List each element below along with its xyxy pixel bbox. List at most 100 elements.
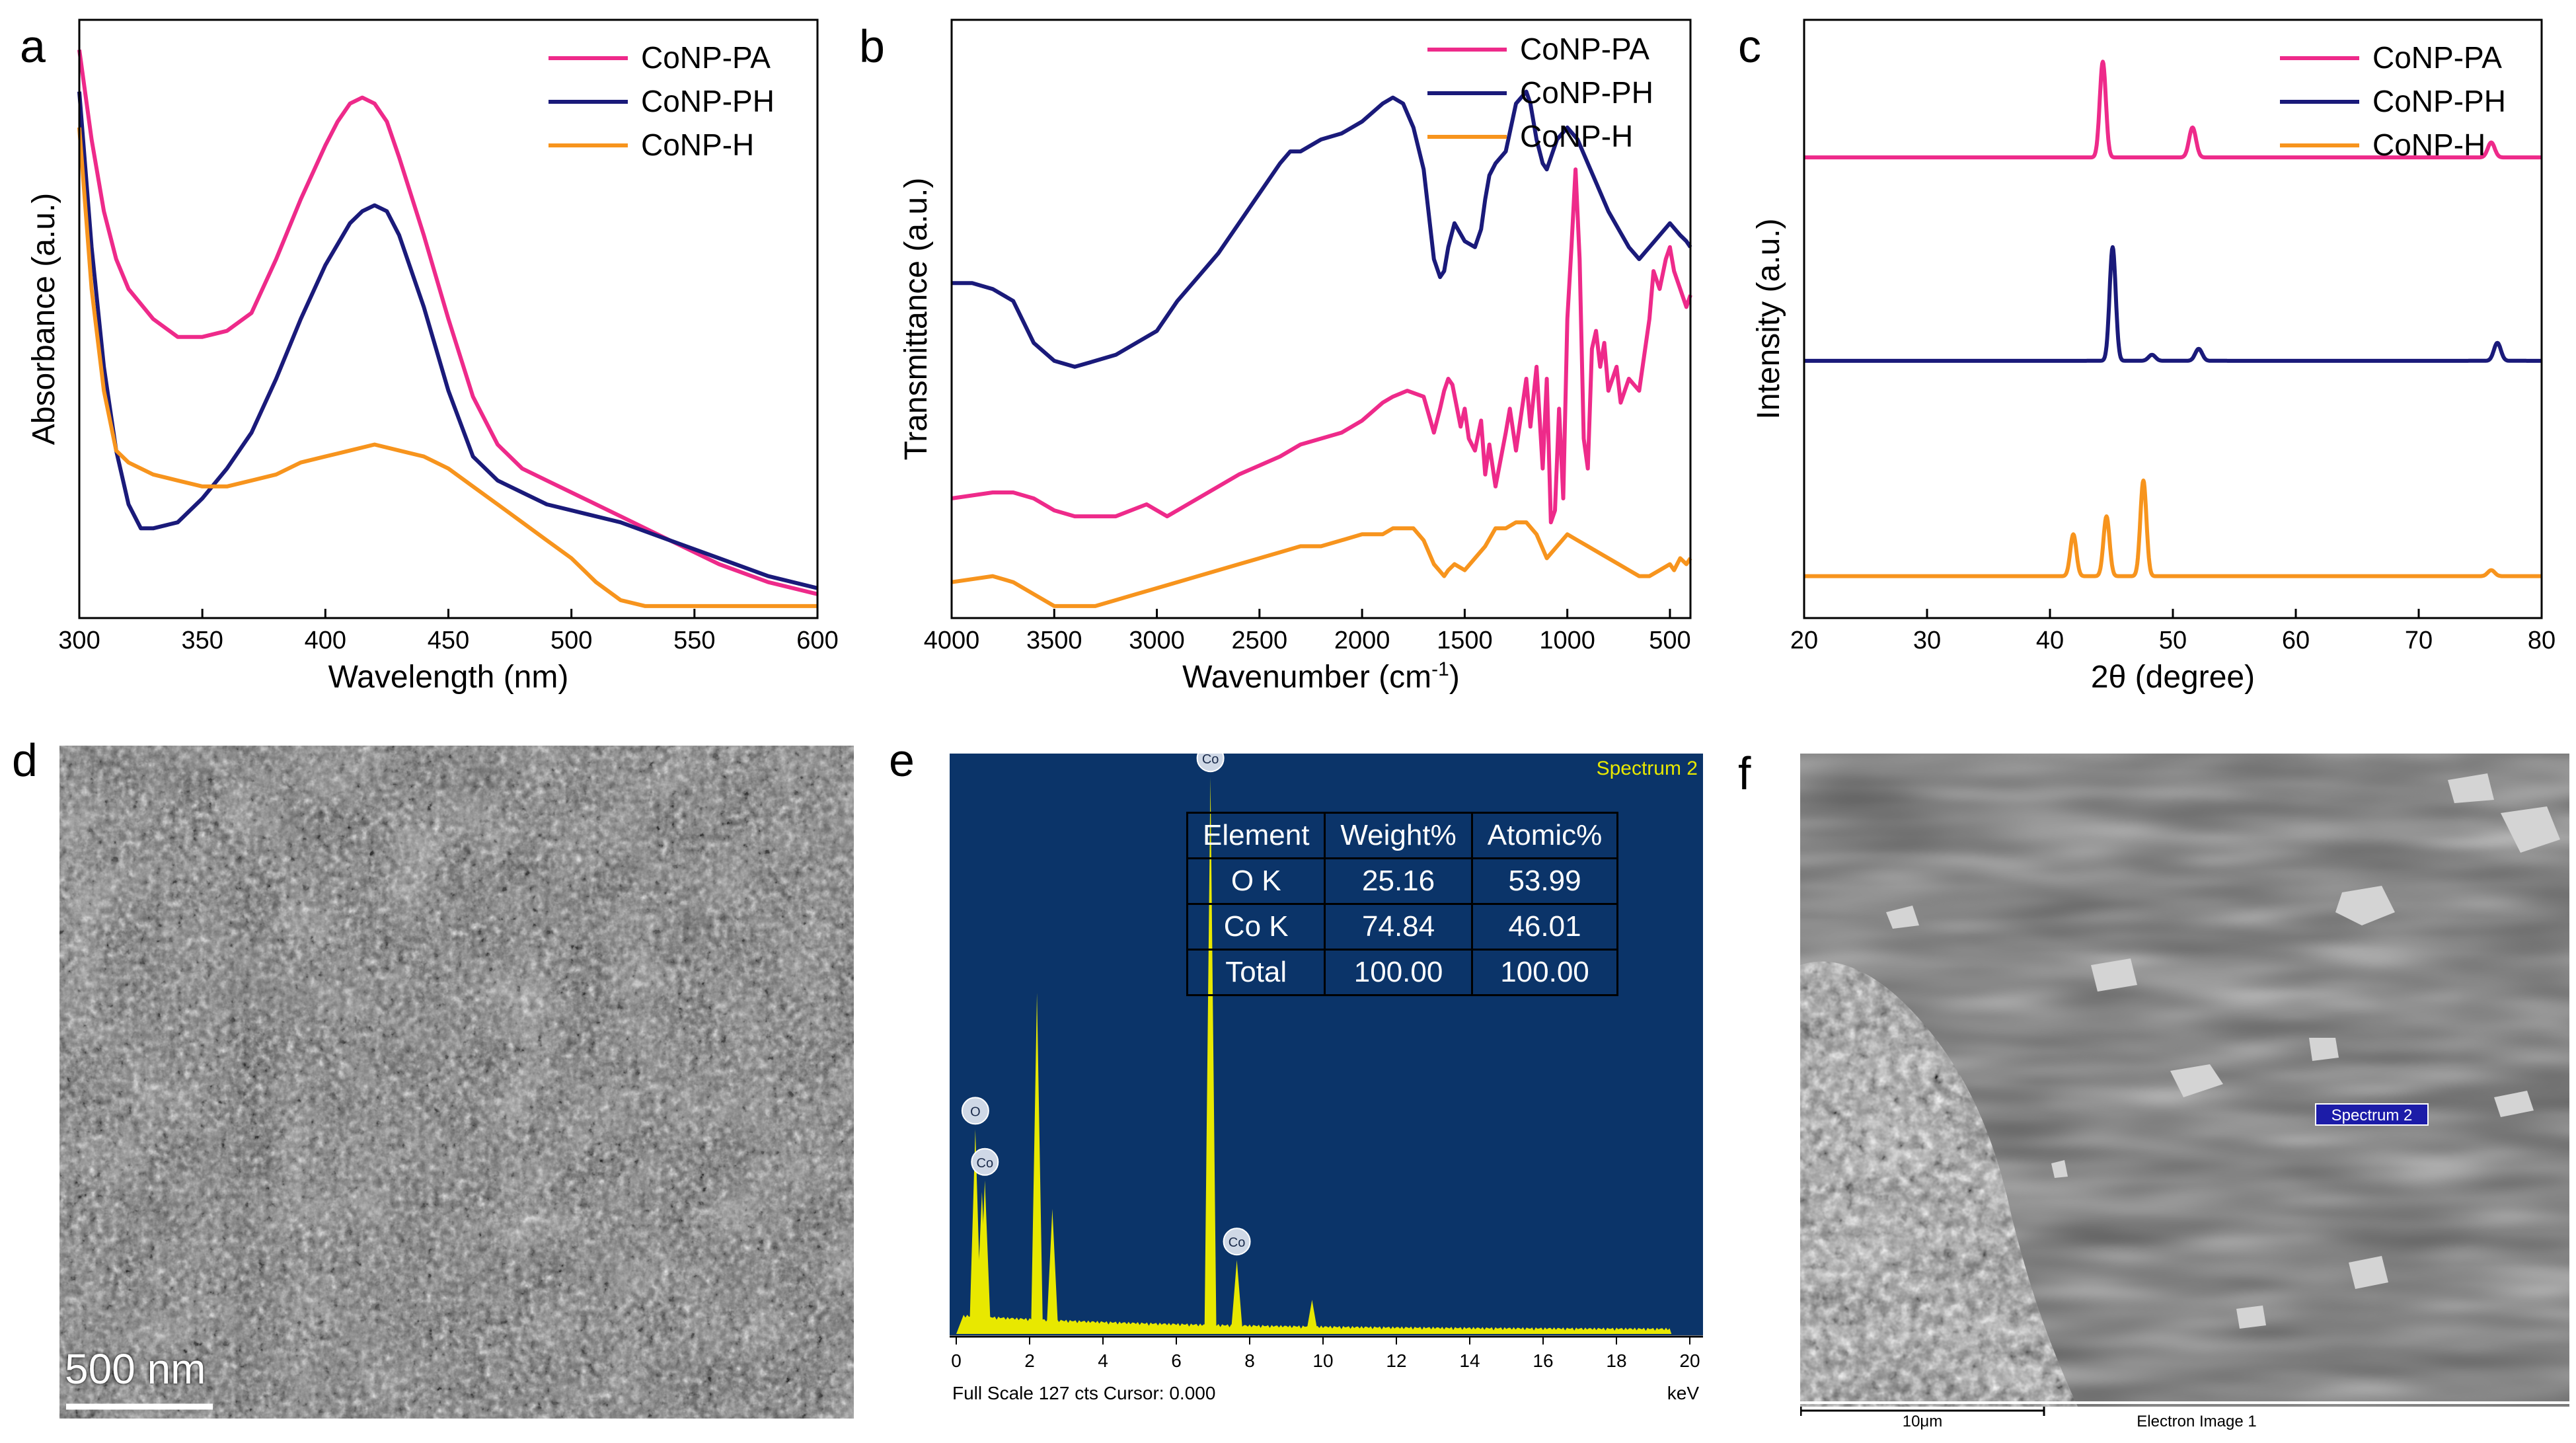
eds-x-tick-label: 20: [1679, 1350, 1700, 1371]
series-line-conp-pa: [951, 167, 1692, 525]
x-tick-label: 40: [2036, 627, 2064, 654]
x-axis-label-text: Wavenumber (cm: [1182, 660, 1431, 695]
x-tick-label: 3000: [1129, 627, 1185, 654]
y-axis-label: Transmittance (a.u.): [899, 178, 934, 461]
eds-table-cell: 100.00: [1324, 949, 1473, 996]
eds-peak: [1031, 993, 1043, 1334]
x-tick-label: 4000: [924, 627, 980, 654]
x-tick-label: 500: [1649, 627, 1690, 654]
series-line-conp-pa: [1802, 59, 2544, 160]
eds-x-axis: 0 2 4 6 8 10 12 14 16 18 20: [950, 1335, 1703, 1371]
eds-x-tick-label: 18: [1606, 1350, 1626, 1371]
series-line-conp-ph: [952, 89, 1692, 369]
eds-background-fill: [956, 1315, 1672, 1334]
x-tick-label: 2500: [1232, 627, 1288, 654]
eds-peak: [1204, 777, 1217, 1334]
eds-composition-table: Element Weight% Atomic% O K 25.16 53.99 …: [1186, 812, 1619, 996]
eds-spectrum-chart: O Co Co Co: [956, 744, 1672, 1334]
x-tick-label: 3500: [1026, 627, 1082, 654]
spectrum-marker-label: Spectrum 2: [2331, 1107, 2413, 1124]
x-tick-label: 30: [1913, 627, 1941, 654]
series-line-conp-h: [1802, 478, 2544, 578]
series-line-conp-h: [77, 127, 817, 608]
x-axis-label-text: 2θ (degree): [2091, 660, 2255, 695]
x-tick-label: 300: [58, 627, 100, 654]
x-tick-label: 50: [2159, 627, 2187, 654]
plot-frame: [950, 19, 1692, 619]
eds-peak-marker: [961, 1097, 989, 1125]
eds-x-tick-label: 8: [1244, 1350, 1255, 1371]
legend-label: CoNP-H: [1520, 119, 1633, 153]
panel-letter-d: d: [12, 734, 38, 786]
legend-label: CoNP-PH: [641, 84, 775, 118]
eds-table-cell: 74.84: [1324, 903, 1473, 951]
eds-x-tick-label: 4: [1098, 1350, 1108, 1371]
eds-x-tick-label: 10: [1312, 1350, 1333, 1371]
series-line-conp-ph: [77, 91, 818, 590]
eds-table-cell: O K: [1186, 857, 1326, 905]
series-line-conp-pa: [77, 49, 818, 596]
x-tick-label: 500: [550, 627, 592, 654]
xrd-intensity-chart: 20 30 40 50 60 70 80 2θ (degree) Intensity (a.u.…: [1751, 19, 2556, 695]
scale-bar-label-d: 500 nm: [65, 1345, 206, 1393]
ftir-transmittance-chart: 4000 3500 3000 2500 2000 1500 1000 500 Wavenumbe…: [899, 19, 1692, 695]
panel-letter-f: f: [1738, 748, 1751, 799]
legend-label: CoNP-PA: [641, 40, 771, 75]
sem-f-caption: Electron Image 1: [2137, 1413, 2256, 1430]
eds-peak-label: Co: [977, 1156, 994, 1171]
eds-table-header: Atomic%: [1470, 812, 1619, 859]
legend-label: CoNP-H: [2372, 128, 2485, 162]
x-tick-label: 350: [181, 627, 223, 654]
eds-table-cell: 53.99: [1470, 857, 1619, 905]
x-tick-label: 600: [796, 627, 838, 654]
eds-x-tick-label: 14: [1459, 1350, 1480, 1371]
x-tick-label: 80: [2528, 627, 2556, 654]
eds-table-header: Element: [1186, 812, 1326, 859]
eds-peak-label: Co: [1202, 754, 1219, 767]
eds-table-row: Co K 74.84 46.01: [1186, 903, 1619, 951]
legend-label: CoNP-PH: [2372, 84, 2506, 118]
panel-letter-b: b: [859, 20, 885, 72]
eds-x-tick-label: 2: [1024, 1350, 1035, 1371]
x-tick-label: 60: [2282, 627, 2310, 654]
sem-image-f: Spectrum 2: [1800, 754, 2569, 1407]
eds-footer: Full Scale 127 cts Cursor: 0.000: [952, 1383, 1216, 1403]
eds-peak: [1306, 1300, 1318, 1334]
legend-label: CoNP-H: [641, 128, 754, 162]
eds-x-tick-label: 16: [1533, 1350, 1553, 1371]
eds-x-unit: keV: [1667, 1383, 1699, 1403]
eds-x-tick-label: 6: [1171, 1350, 1182, 1371]
sem-f-scale-label: 10μm: [1903, 1413, 1943, 1430]
eds-table-cell: 100.00: [1470, 949, 1619, 996]
eds-peak-label: Co: [1229, 1235, 1246, 1250]
panel-letter-c: c: [1738, 20, 1761, 72]
eds-table-cell: 46.01: [1470, 903, 1619, 951]
legend-label: CoNP-PH: [1520, 75, 1653, 110]
eds-table-cell: 25.16: [1324, 857, 1473, 905]
eds-table-row: O K 25.16 53.99: [1186, 857, 1619, 905]
sem-image-d: 500 nm: [59, 746, 854, 1419]
panel-letter-e: e: [889, 734, 915, 786]
x-tick-label: 2000: [1334, 627, 1390, 654]
sem-f-scale-bar: 10μm Electron Image 1: [1799, 1407, 2257, 1430]
eds-table-header-row: Element Weight% Atomic%: [1186, 812, 1619, 859]
x-axis-label-text: Wavelength (nm): [328, 660, 569, 695]
x-axis-label: Wavenumber (cm-1): [1182, 658, 1460, 695]
sem-texture-f: Spectrum 2: [1800, 754, 2569, 1407]
x-tick-label: 450: [428, 627, 469, 654]
eds-peak-label: O: [970, 1105, 981, 1119]
series-line-conp-h: [951, 520, 1692, 608]
eds-peak: [1046, 1208, 1059, 1334]
sem-particles-f: [1886, 773, 2560, 1329]
sem-texture-d: [59, 746, 854, 1419]
spectrum-marker-box: [2315, 1103, 2429, 1126]
legend-label: CoNP-PA: [2372, 40, 2502, 75]
x-axis-label-end: ): [1449, 660, 1460, 695]
eds-title: Spectrum 2: [1596, 758, 1698, 779]
uv-vis-absorbance-chart: 300 350 400 450 500 550 600 Wavelength (nm) Abso…: [26, 19, 839, 695]
y-axis-label: Absorbance (a.u.): [26, 193, 61, 446]
eds-x-tick-label: 0: [951, 1350, 962, 1371]
panel-letter-a: a: [20, 20, 46, 72]
eds-table-header: Weight%: [1324, 812, 1473, 859]
x-tick-label: 1000: [1539, 627, 1595, 654]
